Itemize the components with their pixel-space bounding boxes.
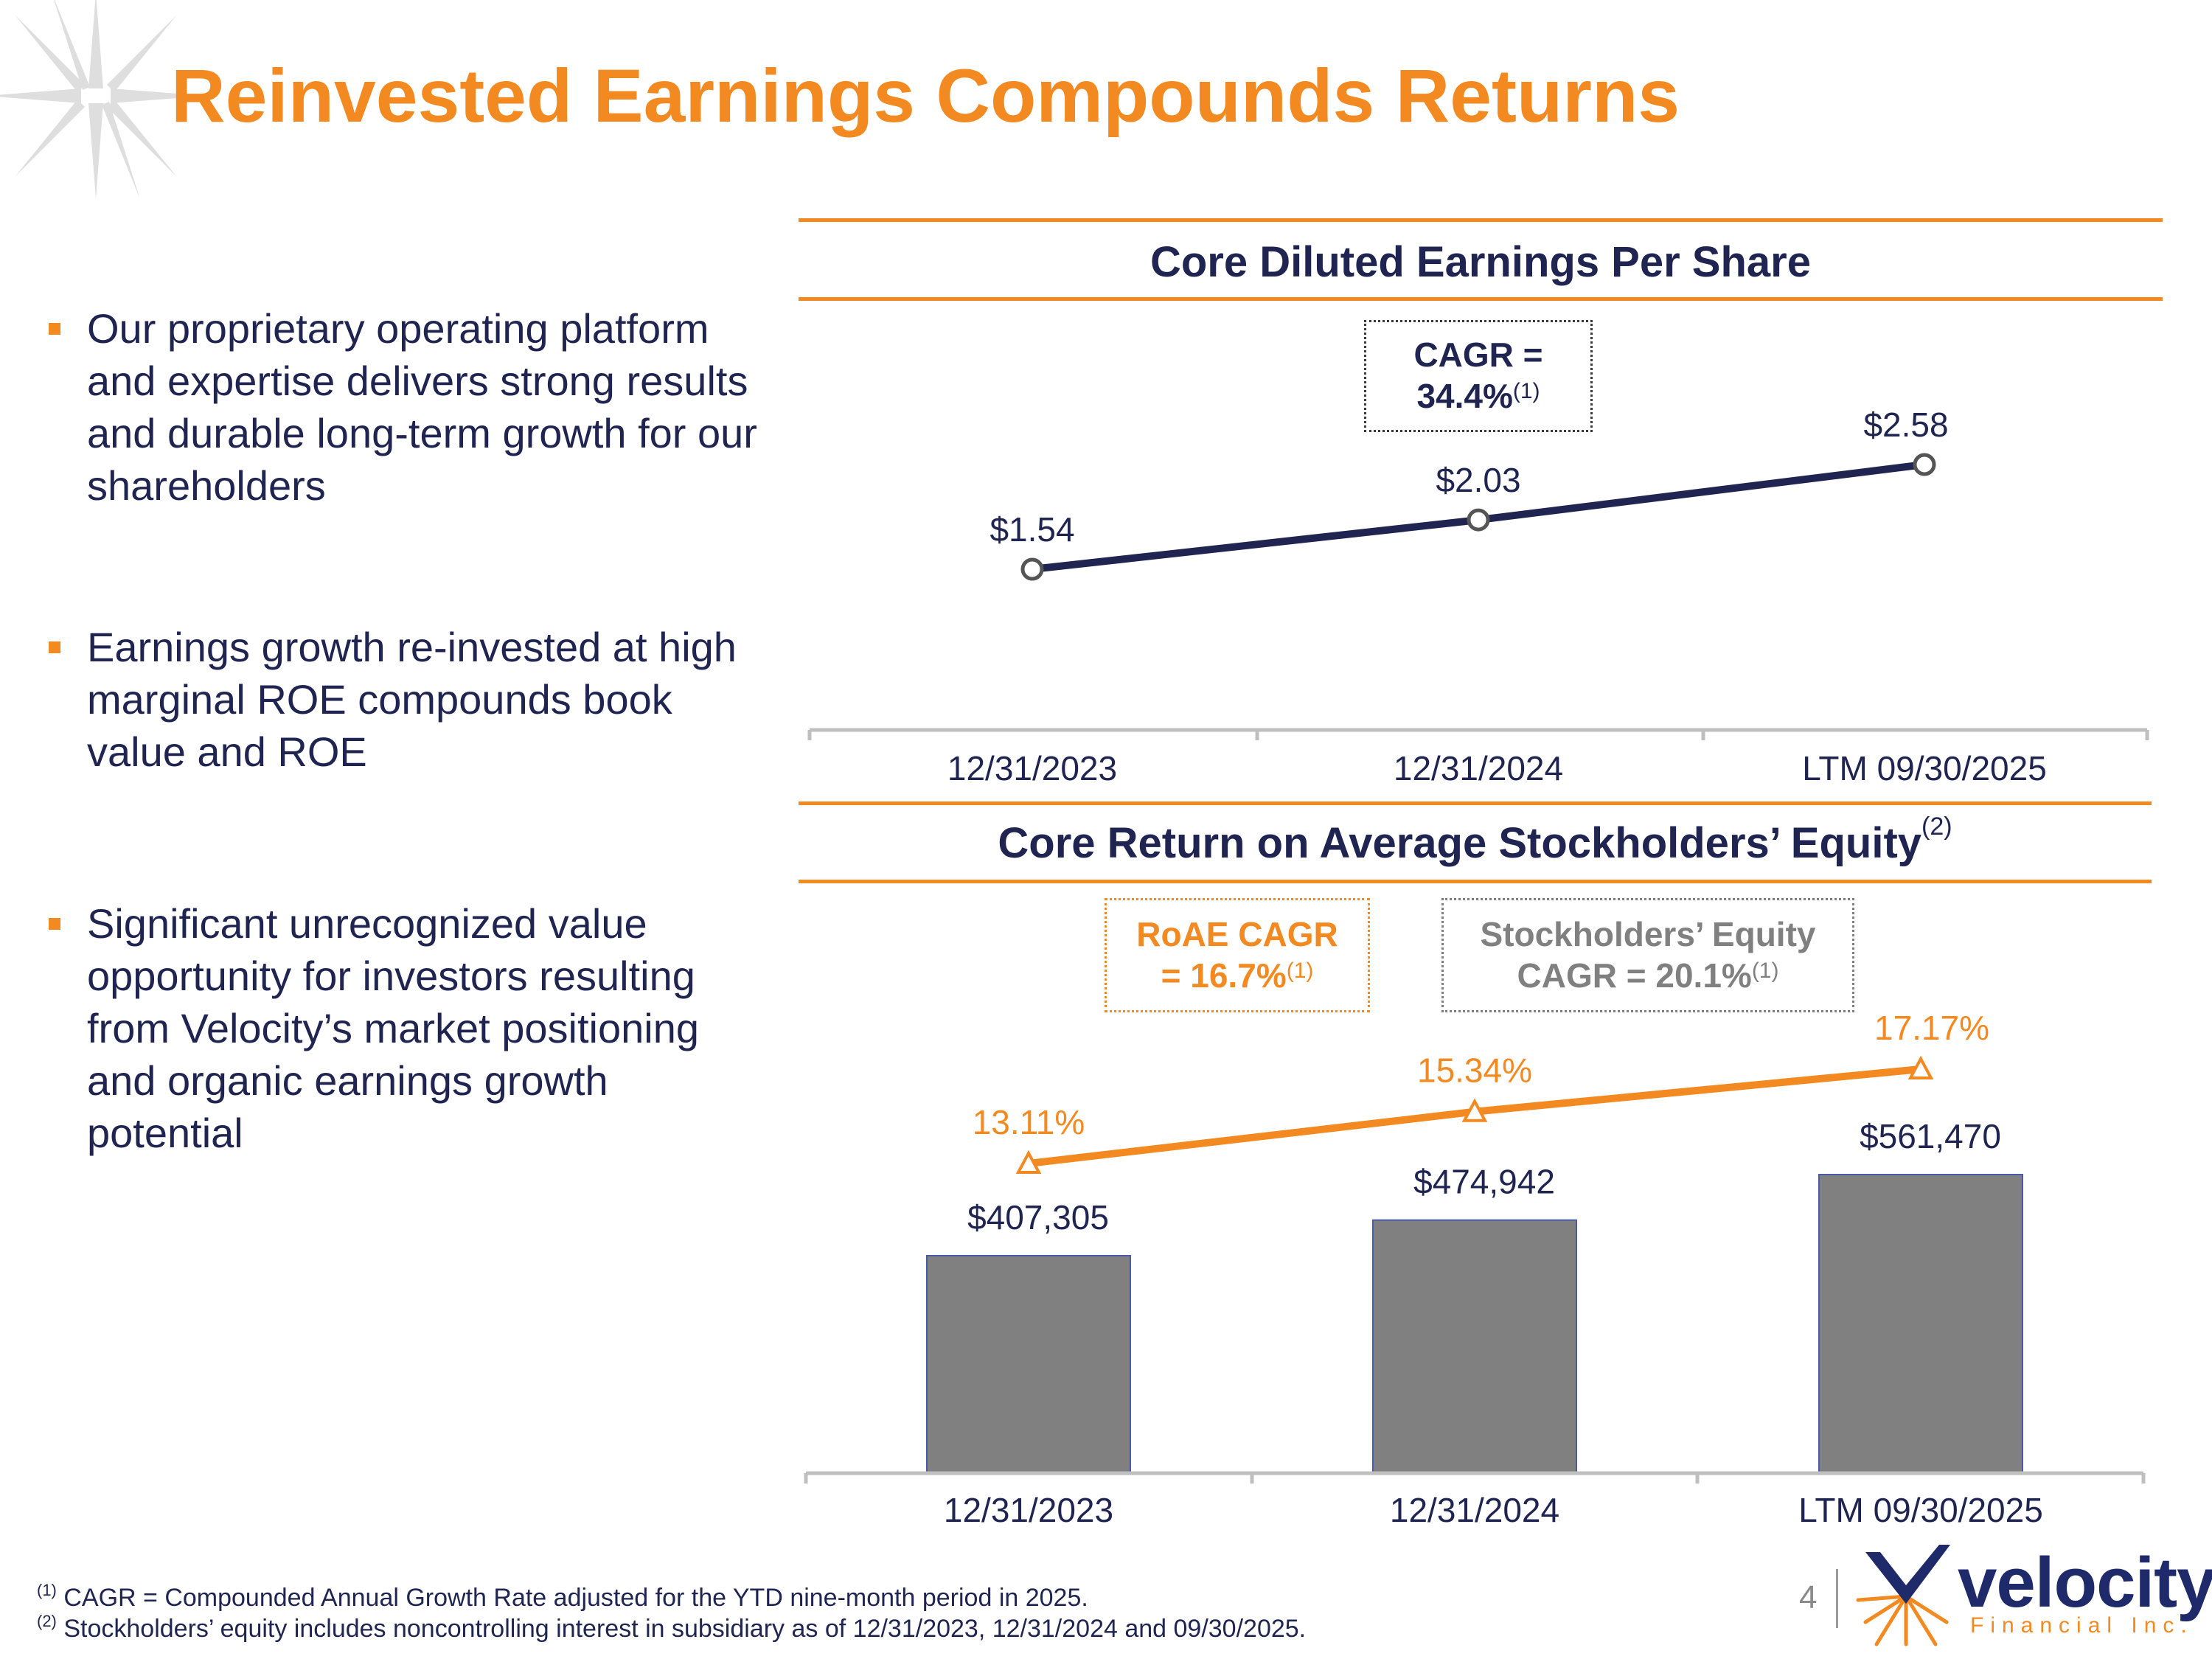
roae-point-marker bbox=[1907, 1055, 1934, 1079]
star-decoration-icon bbox=[0, 0, 206, 199]
eps-line-chart: $1.54 12/31/2023 $2.03 12/31/2024 $2.58 LTM 0… bbox=[807, 406, 2149, 787]
eps-point-marker bbox=[1467, 508, 1490, 532]
roae-cagr-box: RoAE CAGR = 16.7%(1) bbox=[1105, 898, 1370, 1012]
eps-category-label: 12/31/2023 bbox=[947, 749, 1117, 787]
page-title: Reinvested Earnings Compounds Returns bbox=[171, 54, 1680, 138]
equity-bar bbox=[1818, 1174, 2023, 1474]
equity-bar-label: $561,470 bbox=[1860, 1117, 2001, 1155]
eps-cagr-label: CAGR = bbox=[1413, 335, 1543, 374]
equity-bar bbox=[926, 1255, 1131, 1474]
eps-value-label: $1.54 bbox=[990, 510, 1074, 549]
roae-top-rule bbox=[799, 801, 2152, 805]
roae-chart-title: Core Return on Average Stockholders’ Equ… bbox=[998, 813, 1952, 867]
eps-chart-title: Core Diluted Earnings Per Share bbox=[1150, 238, 1812, 286]
roae-category-label: 12/31/2023 bbox=[944, 1491, 1113, 1529]
eps-point-marker bbox=[1913, 453, 1936, 476]
bullet-item: Our proprietary operating platform and e… bbox=[46, 302, 768, 512]
roae-bottom-rule bbox=[799, 880, 2152, 883]
roae-cagr-label: RoAE CAGR bbox=[1136, 915, 1338, 953]
roae-point-marker bbox=[1461, 1098, 1488, 1122]
eps-bottom-rule bbox=[799, 297, 2163, 301]
equity-bar-label: $474,942 bbox=[1413, 1163, 1555, 1201]
logo-wordmark: velocity bbox=[1958, 1543, 2212, 1622]
page-number: 4 bbox=[1799, 1579, 1818, 1615]
logo-subtitle: Financial Inc. bbox=[1970, 1613, 2194, 1638]
equity-cagr-label: Stockholders’ Equity bbox=[1480, 915, 1816, 953]
bullet-square-icon bbox=[49, 323, 60, 335]
equity-bar bbox=[1372, 1219, 1577, 1475]
logo-divider bbox=[1836, 1569, 1838, 1628]
roae-value-label: 17.17% bbox=[1874, 1009, 1989, 1047]
bullet-item: Significant unrecognized value opportuni… bbox=[46, 897, 768, 1159]
eps-category-label: LTM 09/30/2025 bbox=[1802, 749, 2047, 787]
roae-point-marker bbox=[1015, 1150, 1042, 1174]
eps-cagr-box: CAGR = 34.4%(1) bbox=[1364, 320, 1593, 432]
roae-category-label: LTM 09/30/2025 bbox=[1798, 1491, 2043, 1529]
eps-value-label: $2.58 bbox=[1863, 406, 1948, 444]
roae-category-label: 12/31/2024 bbox=[1390, 1491, 1559, 1529]
eps-top-rule bbox=[799, 218, 2163, 222]
roae-combo-chart: $407,305 12/31/2023 $474,942 12/31/2024 $561… bbox=[804, 1009, 2146, 1529]
velocity-logo-mark-icon bbox=[1856, 1545, 1950, 1646]
footnote-1: (1) CAGR = Compounded Annual Growth Rate… bbox=[37, 1581, 1088, 1612]
roae-value-label: 13.11% bbox=[973, 1103, 1085, 1141]
eps-cagr-value-line: 34.4%(1) bbox=[1416, 377, 1540, 415]
equity-cagr-box: Stockholders’ Equity CAGR = 20.1%(1) bbox=[1441, 898, 1854, 1012]
equity-bar-label: $407,305 bbox=[967, 1198, 1109, 1237]
roae-cagr-value-line: = 16.7%(1) bbox=[1161, 956, 1314, 995]
bullet-square-icon bbox=[49, 918, 60, 930]
eps-category-label: 12/31/2024 bbox=[1394, 749, 1563, 787]
eps-value-label: $2.03 bbox=[1436, 461, 1520, 499]
footnote-2: (2) Stockholders’ equity includes noncon… bbox=[37, 1612, 1307, 1643]
bullet-square-icon bbox=[49, 641, 60, 653]
roae-value-label: 15.34% bbox=[1417, 1051, 1532, 1090]
eps-point-marker bbox=[1020, 557, 1044, 581]
equity-cagr-value-line: CAGR = 20.1%(1) bbox=[1517, 956, 1779, 995]
bullet-item: Earnings growth re-invested at high marg… bbox=[46, 621, 768, 778]
